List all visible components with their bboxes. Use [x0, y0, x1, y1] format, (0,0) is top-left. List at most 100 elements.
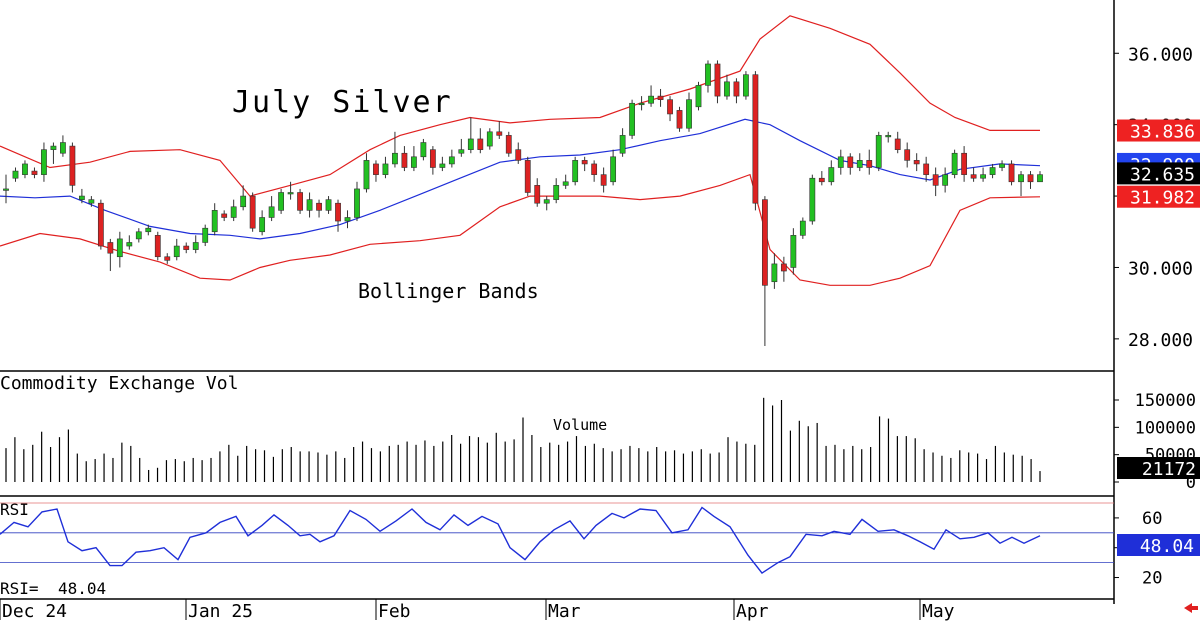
lower-bollinger-band	[0, 173, 1041, 286]
volume-tick-label: 0	[1186, 473, 1196, 493]
candle	[116, 231, 123, 268]
candle-body-up	[1037, 174, 1043, 183]
bollinger-label: Bollinger Bands	[358, 279, 539, 303]
month-label: Feb	[378, 601, 411, 622]
month-label: Dec 24	[2, 601, 67, 622]
candle-body-down	[752, 74, 759, 204]
candle-body-up	[989, 167, 996, 175]
candle	[240, 185, 247, 211]
rsi-readout-value: 48.04	[58, 579, 106, 598]
candle-body-up	[638, 102, 645, 106]
price-tag: 31.982	[1117, 185, 1200, 209]
candle	[524, 156, 531, 197]
candle-body-up	[12, 170, 19, 179]
candle	[221, 210, 228, 222]
month-label: Jan 25	[188, 601, 253, 622]
candle	[467, 117, 474, 154]
candle-body-down	[780, 263, 787, 272]
candle	[50, 142, 57, 164]
candle	[88, 196, 95, 207]
volume-caption: Volume	[553, 416, 607, 434]
candle	[1027, 171, 1034, 189]
candle-body-down	[600, 174, 607, 186]
candle	[667, 96, 673, 122]
middle-bollinger-band	[0, 118, 1041, 240]
candle-body-down	[107, 242, 114, 254]
candle	[799, 217, 806, 239]
candle	[316, 199, 322, 218]
candle-body-down	[714, 63, 721, 97]
candle	[325, 196, 332, 214]
upper-bollinger-band	[0, 15, 1040, 197]
candle	[657, 88, 664, 107]
candle	[875, 131, 882, 172]
candle-body-up	[116, 238, 123, 258]
candle-body-down	[477, 138, 484, 150]
candle-body-down	[847, 156, 854, 168]
price-tag-box	[1117, 185, 1200, 208]
candle	[581, 156, 588, 172]
candle	[837, 149, 844, 175]
candle	[591, 160, 598, 182]
candle-body-up	[22, 163, 28, 175]
candle-body-up	[553, 185, 560, 200]
price-panel	[0, 15, 1043, 346]
chart-title: July Silver	[232, 85, 453, 120]
candle-body-down	[1008, 163, 1015, 183]
candle-body-down	[581, 160, 588, 165]
candle-body-down	[657, 95, 664, 100]
candle-body-up	[88, 199, 95, 204]
volume-last-tag: 21172	[1117, 457, 1200, 480]
candle	[913, 153, 920, 172]
candle	[619, 128, 626, 157]
candle-body-up	[325, 199, 332, 211]
candle-body-up	[50, 145, 57, 150]
candle-body-up	[354, 188, 360, 218]
candle-body-up	[230, 206, 237, 218]
candle	[363, 153, 370, 193]
candle	[354, 181, 360, 222]
candle-body-up	[695, 85, 702, 108]
candle-body-up	[240, 195, 247, 208]
candle	[477, 128, 484, 154]
candle	[486, 128, 493, 150]
candle	[107, 238, 114, 272]
candle-body-down	[667, 99, 673, 115]
candle	[287, 181, 294, 200]
candle-body-up	[942, 174, 949, 186]
candle	[335, 199, 341, 232]
candle-body-up	[467, 138, 474, 150]
candle	[866, 149, 873, 175]
candle-body-up	[629, 102, 635, 136]
candle	[1008, 160, 1015, 186]
candle-body-up	[259, 217, 266, 233]
candle	[211, 203, 218, 236]
candle	[278, 188, 285, 214]
candle	[638, 96, 645, 111]
candle-body-up	[3, 188, 9, 191]
rsi-last-label: 48.04	[1140, 536, 1194, 557]
scroll-left-arrow-icon	[1184, 603, 1198, 613]
candle	[496, 121, 503, 139]
candle	[78, 188, 85, 204]
candle-body-up	[790, 235, 797, 268]
candle-body-down	[515, 149, 522, 161]
candle	[505, 131, 512, 157]
candle-body-down	[297, 192, 303, 211]
candle	[600, 167, 607, 193]
candle-body-up	[268, 206, 275, 218]
candle-body-down	[164, 256, 171, 261]
candle-body-up	[173, 245, 180, 258]
candle-body-up	[572, 160, 579, 183]
candle-body-up	[619, 135, 626, 154]
candle-body-down	[69, 145, 76, 186]
candle	[705, 60, 711, 93]
candle-body-up	[448, 156, 455, 165]
candle	[562, 174, 569, 189]
grid-layer	[0, 0, 1115, 604]
candle	[344, 210, 351, 229]
candle	[989, 163, 996, 179]
rsi-panel-title: RSI	[0, 500, 29, 519]
candle-body-down	[534, 185, 541, 204]
